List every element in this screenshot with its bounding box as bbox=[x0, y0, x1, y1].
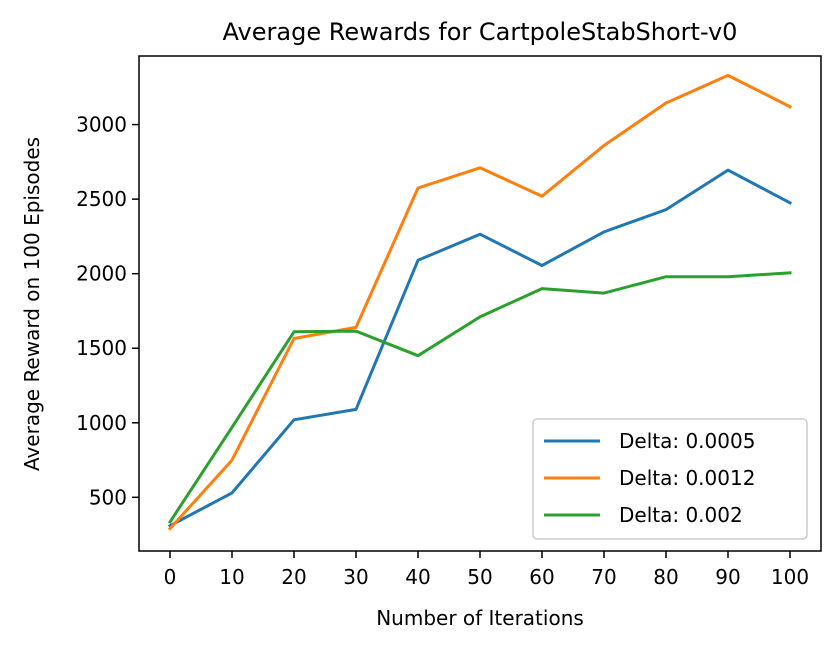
y-axis-label: Average Reward on 100 Episodes bbox=[20, 137, 44, 471]
x-tick-label: 80 bbox=[653, 565, 678, 589]
x-tick-label: 30 bbox=[343, 565, 368, 589]
x-tick-label: 70 bbox=[591, 565, 616, 589]
x-tick-label: 0 bbox=[164, 565, 177, 589]
x-tick-label: 10 bbox=[219, 565, 244, 589]
y-tick-label: 1000 bbox=[76, 411, 127, 435]
series-line-1 bbox=[167, 168, 793, 528]
x-tick-label: 60 bbox=[529, 565, 554, 589]
x-tick-label: 50 bbox=[467, 565, 492, 589]
legend-label: Delta: 0.002 bbox=[619, 503, 743, 527]
x-tick-label: 40 bbox=[405, 565, 430, 589]
series-line-2 bbox=[167, 73, 793, 531]
legend-box bbox=[532, 418, 808, 540]
x-tick-label: 100 bbox=[771, 565, 809, 589]
x-axis-label: Number of Iterations bbox=[376, 606, 584, 630]
chart-title: Average Rewards for CartpoleStabShort-v0 bbox=[223, 18, 738, 46]
y-tick-label: 500 bbox=[89, 485, 127, 509]
legend-label: Delta: 0.0005 bbox=[619, 429, 755, 453]
x-tick-label: 20 bbox=[281, 565, 306, 589]
y-tick-label: 1500 bbox=[76, 336, 127, 360]
legend-label: Delta: 0.0012 bbox=[619, 466, 755, 490]
y-tick-label: 2000 bbox=[76, 262, 127, 286]
series-line-3 bbox=[167, 271, 792, 524]
y-tick-label: 3000 bbox=[76, 113, 127, 137]
y-tick-label: 2500 bbox=[76, 187, 127, 211]
x-tick-label: 90 bbox=[715, 565, 740, 589]
